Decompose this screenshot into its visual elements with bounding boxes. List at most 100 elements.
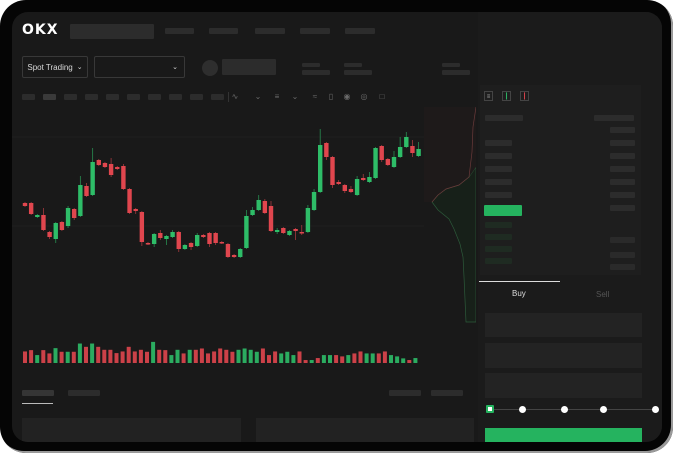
- candle[interactable]: [59, 222, 65, 230]
- candle[interactable]: [115, 167, 120, 169]
- candle[interactable]: [133, 209, 138, 211]
- bottom-action[interactable]: [389, 390, 421, 396]
- book-both-icon[interactable]: ≡: [484, 91, 493, 101]
- candle[interactable]: [311, 192, 317, 210]
- camera-icon[interactable]: ◉: [343, 92, 351, 101]
- slider-stop-75[interactable]: [600, 406, 607, 413]
- nav-item[interactable]: [345, 28, 375, 34]
- candle[interactable]: [182, 245, 188, 249]
- candle[interactable]: [195, 235, 200, 246]
- amount-input[interactable]: [485, 343, 642, 368]
- candle[interactable]: [367, 177, 372, 182]
- tab-sell[interactable]: Sell: [596, 290, 610, 299]
- candle[interactable]: [139, 212, 145, 242]
- candle[interactable]: [225, 244, 231, 257]
- candle[interactable]: [65, 208, 71, 226]
- slider-track[interactable]: [490, 409, 656, 410]
- candle[interactable]: [305, 208, 311, 232]
- indicator-icon[interactable]: ∿: [231, 92, 239, 101]
- candle[interactable]: [281, 228, 286, 233]
- nav-item[interactable]: [165, 28, 194, 34]
- candle[interactable]: [404, 137, 409, 147]
- okx-logo[interactable]: OKX: [22, 22, 59, 38]
- interval-button[interactable]: [22, 94, 35, 100]
- candle[interactable]: [268, 206, 274, 231]
- interval-button[interactable]: [43, 94, 56, 100]
- candle[interactable]: [256, 200, 261, 210]
- slider-stop-100[interactable]: [652, 406, 659, 413]
- buy-submit-button[interactable]: [485, 428, 642, 442]
- book-asks-icon[interactable]: ┃: [520, 91, 529, 101]
- slider-stop-50[interactable]: [561, 406, 568, 413]
- candle[interactable]: [238, 249, 243, 257]
- candle[interactable]: [72, 209, 77, 218]
- candle[interactable]: [262, 201, 268, 213]
- candle[interactable]: [324, 143, 329, 157]
- search-placeholder[interactable]: [70, 24, 154, 39]
- price-input[interactable]: [485, 313, 642, 337]
- candle[interactable]: [127, 189, 132, 213]
- candle[interactable]: [41, 215, 46, 230]
- candle[interactable]: [348, 189, 354, 192]
- candle[interactable]: [287, 231, 292, 235]
- interval-button[interactable]: [190, 94, 203, 100]
- interval-button[interactable]: [106, 94, 119, 100]
- candle[interactable]: [188, 243, 194, 247]
- line-tool-icon[interactable]: ≈: [312, 92, 318, 101]
- target-icon[interactable]: ◎: [360, 92, 368, 101]
- candle[interactable]: [176, 232, 181, 249]
- candle[interactable]: [121, 166, 126, 189]
- candle[interactable]: [47, 232, 52, 237]
- candle[interactable]: [78, 185, 83, 216]
- candle[interactable]: [293, 229, 298, 231]
- candle[interactable]: [336, 182, 341, 184]
- candle[interactable]: [299, 232, 304, 234]
- slider-stop-25[interactable]: [519, 406, 526, 413]
- candle[interactable]: [385, 159, 391, 165]
- candle[interactable]: [207, 233, 212, 244]
- candlestick-chart[interactable]: [12, 12, 662, 442]
- ruler-icon[interactable]: ▯: [328, 92, 334, 101]
- candle[interactable]: [244, 216, 249, 248]
- chevron-down-icon[interactable]: ⌄: [291, 92, 299, 101]
- candle[interactable]: [170, 232, 175, 237]
- candle[interactable]: [373, 148, 378, 178]
- candle[interactable]: [201, 235, 206, 237]
- nav-item[interactable]: [255, 28, 285, 34]
- pair-selector[interactable]: ⌄: [94, 56, 185, 78]
- candle[interactable]: [158, 233, 163, 238]
- candle[interactable]: [96, 160, 101, 165]
- candle[interactable]: [361, 178, 366, 180]
- candle[interactable]: [28, 203, 34, 214]
- bottom-tab-active[interactable]: [22, 390, 54, 396]
- candle[interactable]: [410, 146, 415, 153]
- bottom-action[interactable]: [431, 390, 463, 396]
- candle[interactable]: [354, 179, 360, 195]
- spot-trading-dropdown[interactable]: Spot Trading ⌄: [22, 56, 88, 78]
- candle[interactable]: [102, 163, 108, 167]
- total-input[interactable]: [485, 373, 642, 398]
- candle[interactable]: [274, 230, 280, 232]
- candle[interactable]: [342, 185, 347, 191]
- candle[interactable]: [145, 243, 151, 245]
- interval-button[interactable]: [64, 94, 77, 100]
- candle[interactable]: [213, 233, 218, 243]
- candle[interactable]: [90, 162, 95, 195]
- candle[interactable]: [219, 242, 224, 244]
- candle[interactable]: [391, 157, 397, 167]
- bottom-tab[interactable]: [68, 390, 100, 396]
- candle[interactable]: [84, 186, 89, 196]
- candle[interactable]: [250, 210, 255, 215]
- expand-icon[interactable]: □: [379, 92, 385, 101]
- chart-type-icon[interactable]: ⌄: [254, 92, 262, 101]
- interval-button[interactable]: [211, 94, 224, 100]
- ohlc-icon[interactable]: ≡: [274, 92, 280, 101]
- interval-button[interactable]: [127, 94, 140, 100]
- candle[interactable]: [151, 234, 157, 244]
- candle[interactable]: [416, 149, 421, 156]
- candle[interactable]: [397, 147, 403, 157]
- candle[interactable]: [164, 236, 169, 239]
- tab-buy[interactable]: Buy: [512, 289, 526, 298]
- candle[interactable]: [53, 223, 58, 239]
- nav-item[interactable]: [300, 28, 330, 34]
